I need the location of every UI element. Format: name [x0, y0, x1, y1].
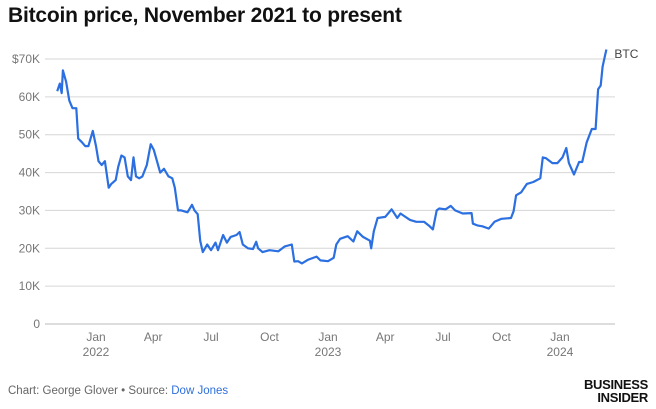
y-tick-label: 30K: [19, 203, 40, 217]
series-label-btc: BTC: [614, 47, 638, 61]
x-tick-label: Jan: [318, 330, 337, 344]
y-tick-label: 40K: [19, 166, 40, 180]
x-tick-year-label: 2022: [83, 345, 110, 359]
btc-price-line: [56, 49, 608, 265]
bullet-separator: •: [121, 385, 126, 397]
x-tick-label: Oct: [260, 330, 279, 344]
logo-line-1: BUSINESS: [583, 377, 648, 392]
source-link[interactable]: Dow Jones: [171, 385, 229, 397]
x-tick-label: Oct: [492, 330, 511, 344]
x-tick-year-label: 2024: [547, 345, 574, 359]
y-tick-label: 0: [33, 317, 40, 331]
y-tick-label: 50K: [19, 128, 40, 142]
x-tick-label: Apr: [376, 330, 395, 344]
x-tick-label: Jul: [203, 330, 218, 344]
x-tick-label: Jan: [550, 330, 569, 344]
logo-line-2: INSIDER: [597, 390, 648, 405]
chart-footer: Chart: George Glover • Source: Dow Jones: [8, 385, 228, 397]
chart-author: George Glover: [42, 385, 118, 397]
chart-title: Bitcoin price, November 2021 to present: [8, 4, 402, 27]
x-tick-label: Jul: [435, 330, 450, 344]
grid-lines: [45, 58, 615, 325]
y-tick-label: $70K: [12, 52, 40, 66]
y-tick-label: 20K: [19, 241, 40, 255]
x-tick-label: Jan: [86, 330, 105, 344]
chart-credit-label: Chart:: [8, 385, 40, 397]
y-tick-label: 60K: [19, 90, 40, 104]
x-tick-label: Apr: [144, 330, 163, 344]
business-insider-logo: BUSINESS INSIDER: [584, 378, 648, 404]
y-tick-label: 10K: [19, 279, 40, 293]
source-label: Source:: [128, 385, 169, 397]
y-axis: 0 10K 20K 30K 40K 50K 60K $70K: [12, 52, 40, 331]
x-tick-year-label: 2023: [315, 345, 342, 359]
